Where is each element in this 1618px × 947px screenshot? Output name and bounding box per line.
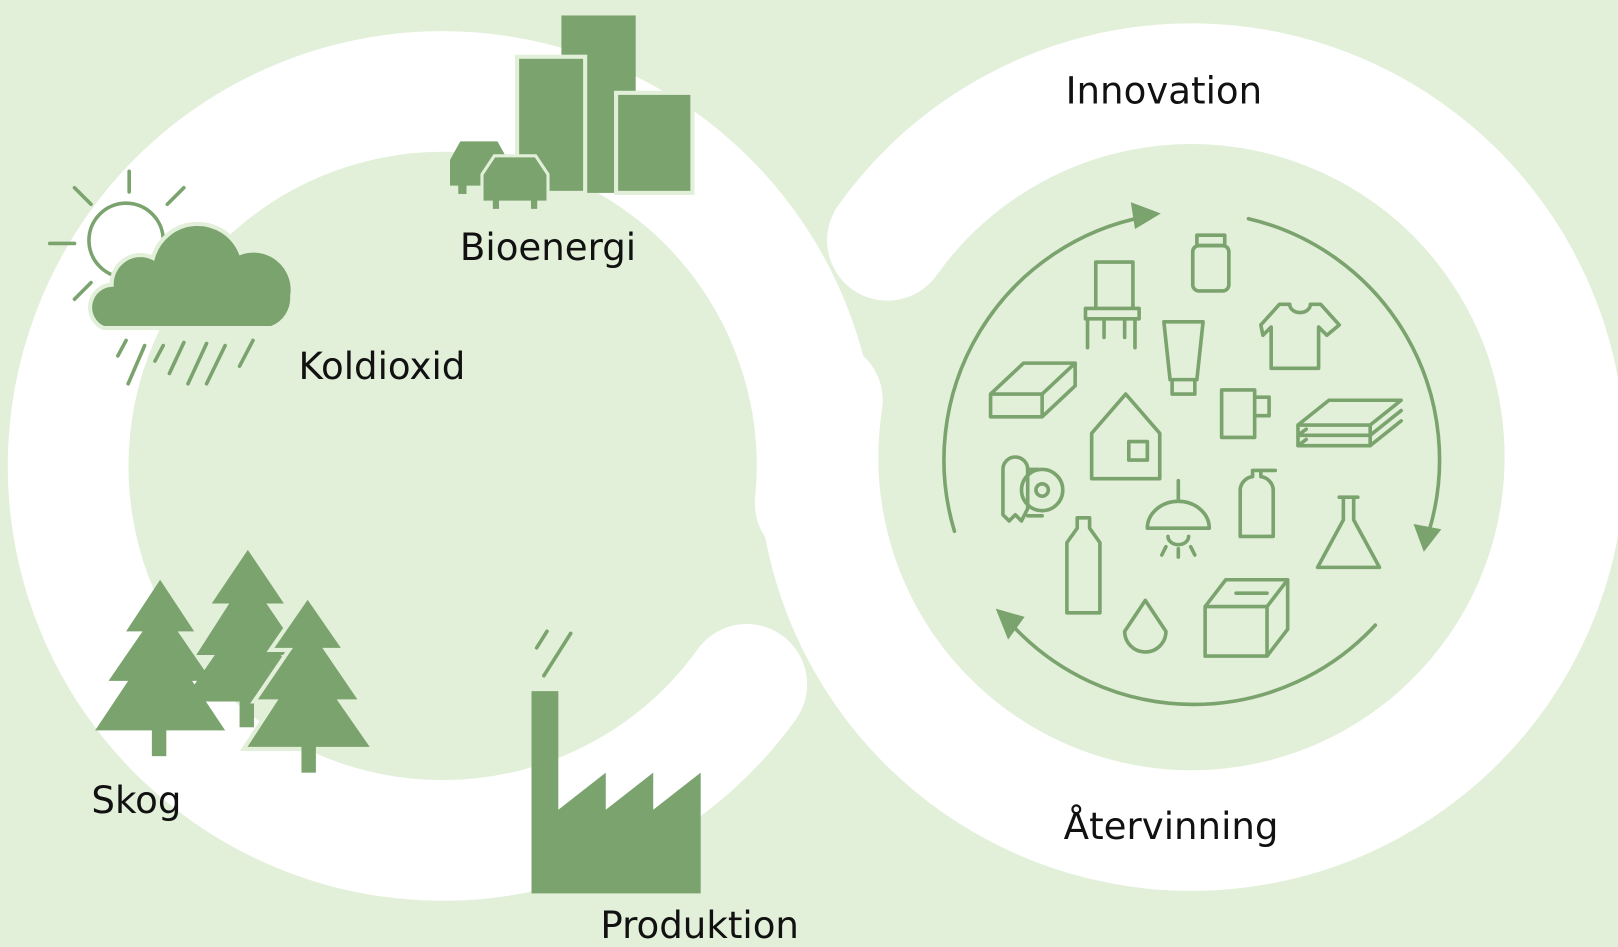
label-bioenergi: Bioenergi xyxy=(460,226,636,269)
label-koldioxid: Koldioxid xyxy=(299,345,466,388)
label-atervinning: Återvinning xyxy=(1064,804,1279,848)
label-produktion: Produktion xyxy=(600,904,799,947)
label-innovation: Innovation xyxy=(1066,69,1263,112)
page: {"nodes": [ {"label": "Innovation"}, {"l… xyxy=(0,0,1618,947)
label-skog: Skog xyxy=(91,779,181,822)
cycle-diagram: Innovation Bioenergi Koldioxid Skog Prod… xyxy=(0,0,1618,947)
